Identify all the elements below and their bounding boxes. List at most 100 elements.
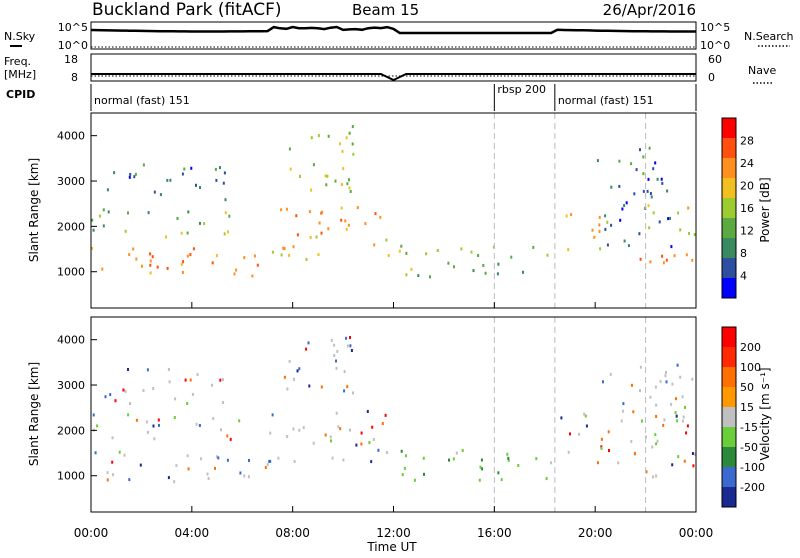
scatter-cell <box>229 437 232 441</box>
scatter-cell <box>546 253 549 257</box>
scatter-cell <box>660 177 663 181</box>
scatter-cell <box>91 247 93 250</box>
range-tick-label: 3000 <box>57 175 85 188</box>
scatter-cell <box>666 189 669 193</box>
scatter-cell <box>335 366 338 370</box>
scatter-cell <box>606 243 609 247</box>
scatter-cell <box>220 428 222 432</box>
scatter-cell <box>639 148 641 152</box>
scatter-cell <box>662 261 665 265</box>
scatter-cell <box>256 263 259 267</box>
scatter-cell <box>312 163 315 167</box>
scatter-cell <box>102 208 105 212</box>
power-y-axis: 1000 2000 3000 4000 <box>57 130 97 279</box>
scatter-cell <box>345 336 348 340</box>
scatter-cell <box>670 245 673 249</box>
scatter-cell <box>187 467 190 471</box>
colorbar-swatch <box>722 238 736 259</box>
scatter-cell <box>198 424 201 427</box>
scatter-cell <box>604 227 607 231</box>
scatter-cell <box>387 254 390 257</box>
scatter-cell <box>149 263 152 267</box>
scatter-cell <box>455 451 458 455</box>
nsky-strip: N.Sky 10^5 10^0 10^5 10^0 N.Search <box>4 21 794 52</box>
scatter-cell <box>630 439 633 443</box>
scatter-cell <box>113 171 116 175</box>
scatter-cell <box>215 178 218 182</box>
scatter-cell <box>326 174 329 178</box>
scatter-cell <box>341 149 344 153</box>
scatter-cell <box>331 456 334 460</box>
range-tick-label: 1000 <box>57 470 85 483</box>
scatter-cell <box>318 221 321 225</box>
scatter-cell <box>656 177 659 181</box>
cpid-strip: CPID normal (fast) 151 rbsp 200 normal (fa… <box>6 83 697 111</box>
scatter-cell <box>617 461 620 465</box>
scatter-cell <box>675 414 678 418</box>
scatter-cell <box>654 385 657 389</box>
scatter-cell <box>535 457 538 461</box>
colorbar-tick-label: 12 <box>740 225 754 238</box>
colorbar-tick-label: -15 <box>740 421 758 434</box>
scatter-cell <box>224 198 227 202</box>
scatter-cell <box>186 402 189 405</box>
scatter-cell <box>349 336 351 339</box>
scatter-cell <box>135 418 138 422</box>
scatter-cell <box>356 206 359 210</box>
scatter-cell <box>349 190 352 193</box>
scatter-cell <box>336 349 339 353</box>
scatter-cell <box>348 131 351 135</box>
scatter-cell <box>381 422 384 425</box>
scatter-cell <box>630 162 633 166</box>
scatter-cell <box>96 424 99 428</box>
scatter-cell <box>623 204 626 207</box>
time-tick-label: 00:00 <box>74 526 109 540</box>
scatter-cell <box>292 245 295 249</box>
scatter-cell <box>597 461 599 465</box>
scatter-cell <box>652 475 655 479</box>
scatter-cell <box>283 247 286 251</box>
scatter-cell <box>371 425 374 429</box>
power-colorbar: 28 24 20 16 12 8 4 <box>721 117 754 299</box>
scatter-cell <box>652 167 655 171</box>
colorbar-frame <box>721 117 737 299</box>
scatter-cell <box>650 195 653 199</box>
scatter-cell <box>648 226 651 230</box>
scatter-cell <box>139 463 142 467</box>
scatter-cell <box>609 372 612 376</box>
scatter-cell <box>600 437 603 441</box>
scatter-cell <box>330 439 332 443</box>
scatter-cell <box>350 349 353 352</box>
colorbar-swatch <box>722 487 736 508</box>
scatter-cell <box>127 211 129 215</box>
scatter-cell <box>404 454 407 458</box>
scatter-cell <box>484 271 487 275</box>
scatter-cell <box>567 248 570 252</box>
scatter-cell <box>206 472 209 476</box>
scatter-cell <box>212 417 215 421</box>
scatter-cell <box>560 416 563 420</box>
scatter-cell <box>627 244 630 248</box>
scatter-cell <box>228 214 231 218</box>
scatter-cell <box>312 441 315 445</box>
scatter-cell <box>647 177 650 181</box>
scatter-cell <box>207 477 210 480</box>
freq-label: Freq. <box>4 55 31 68</box>
colorbar-frame <box>721 326 737 508</box>
scatter-cell <box>152 424 155 428</box>
scatter-cell <box>346 344 349 348</box>
scatter-cell <box>91 218 94 222</box>
beam-title: Beam 15 <box>352 1 419 19</box>
scatter-cell <box>264 466 267 469</box>
scatter-cell <box>149 252 152 256</box>
scatter-cell <box>296 369 299 373</box>
scatter-cell <box>667 217 670 221</box>
scatter-cell <box>167 476 170 480</box>
freq-tick-bottom: 8 <box>71 71 78 84</box>
scatter-cell <box>665 371 667 374</box>
scatter-cell <box>94 451 97 455</box>
scatter-cell <box>299 174 301 178</box>
scatter-cell <box>647 204 650 208</box>
scatter-cell <box>142 389 145 392</box>
